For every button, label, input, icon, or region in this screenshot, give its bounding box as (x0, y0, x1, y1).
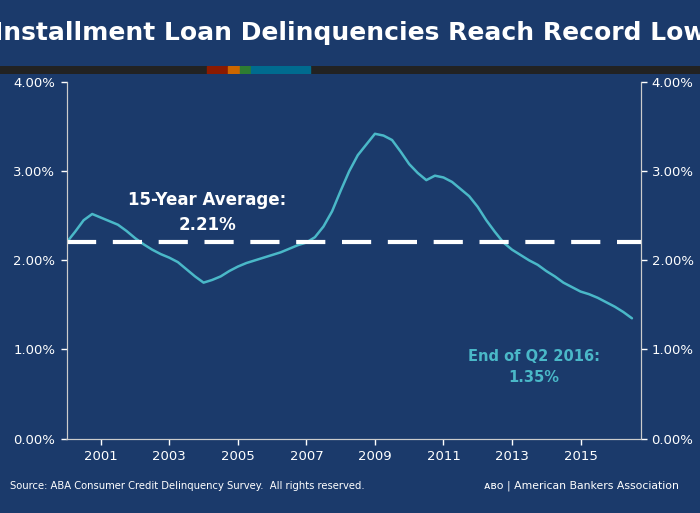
Text: Source: ABA Consumer Credit Delinquency Survey.  All rights reserved.: Source: ABA Consumer Credit Delinquency … (10, 481, 365, 491)
Text: End of Q2 2016:
1.35%: End of Q2 2016: 1.35% (468, 349, 601, 385)
Bar (240, 66, 250, 74)
Text: Installment Loan Delinquencies Reach Record Low: Installment Loan Delinquencies Reach Rec… (0, 22, 700, 45)
Text: ᴀʙᴏ | American Bankers Association: ᴀʙᴏ | American Bankers Association (484, 481, 679, 491)
Text: 15-Year Average:
2.21%: 15-Year Average: 2.21% (128, 191, 286, 234)
Bar (251, 66, 310, 74)
Bar (206, 66, 228, 74)
Bar (228, 66, 239, 74)
